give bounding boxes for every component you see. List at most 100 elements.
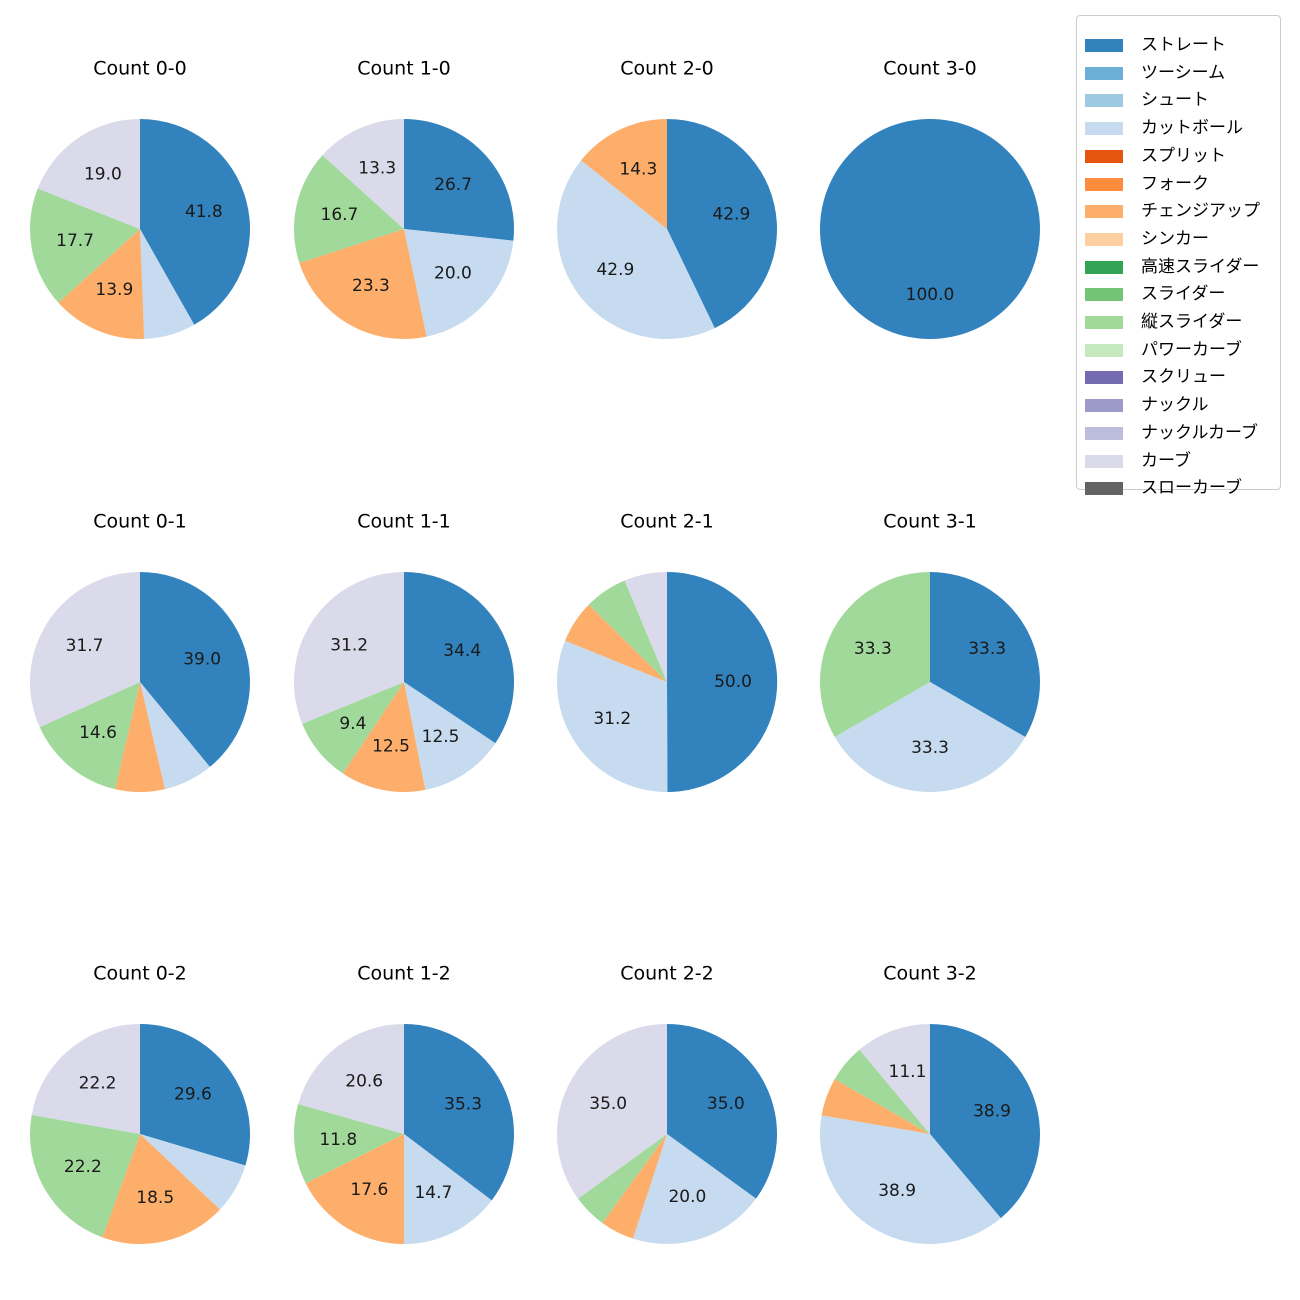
slice-data-label: 20.0 xyxy=(668,1187,706,1207)
slice-data-label: 35.0 xyxy=(707,1094,745,1114)
legend-label: スライダー xyxy=(1141,284,1226,305)
pie-slice xyxy=(293,571,404,724)
pie-slice xyxy=(930,1024,1040,1219)
pie-slice xyxy=(29,572,140,728)
slice-data-label: 31.7 xyxy=(66,636,104,656)
pie-title: Count 2-0 xyxy=(620,58,714,80)
slice-data-label: 13.9 xyxy=(95,280,133,300)
slice-data-label: 14.7 xyxy=(414,1183,452,1203)
pie-chart: Count 1-0 26.7 20.0 23.3 16.7 13.3 xyxy=(293,58,514,339)
pie-slice xyxy=(140,229,195,339)
slice-data-label: 12.5 xyxy=(422,727,460,747)
pie-slice xyxy=(298,1024,404,1134)
legend-label: スプリット xyxy=(1141,145,1226,166)
slice-data-label: 31.2 xyxy=(593,709,631,729)
slice-data-label: 100.0 xyxy=(906,285,955,305)
legend-item: スローカーブ xyxy=(1077,474,1280,502)
pie-title: Count 1-2 xyxy=(357,963,451,985)
pie-slice xyxy=(667,1024,778,1199)
legend-item: ナックル xyxy=(1077,391,1280,419)
pie-slice xyxy=(578,1134,667,1223)
legend-item: ツーシーム xyxy=(1077,59,1280,87)
legend-swatch xyxy=(1085,482,1123,496)
legend-label: パワーカーブ xyxy=(1141,339,1242,360)
pie-chart: Count 0-2 29.6 18.5 22.2 22.2 xyxy=(29,963,251,1245)
pie-slice xyxy=(404,572,515,744)
pie-slice xyxy=(602,1134,667,1239)
pie-slice xyxy=(140,682,210,790)
legend-swatch xyxy=(1085,288,1123,302)
slice-data-label: 42.9 xyxy=(596,260,634,280)
legend-swatch xyxy=(1085,94,1123,108)
legend-swatch xyxy=(1085,260,1123,274)
legend-swatch xyxy=(1085,371,1123,385)
legend-swatch xyxy=(1085,343,1123,357)
legend-item: ストレート xyxy=(1077,31,1280,59)
slice-data-label: 33.3 xyxy=(854,639,892,659)
pie-slice xyxy=(556,640,668,793)
pie-slice xyxy=(404,1024,515,1201)
slice-data-label: 14.6 xyxy=(79,723,117,743)
pie-slice xyxy=(140,1134,246,1210)
legend-item: カットボール xyxy=(1077,114,1280,142)
pie-slice xyxy=(834,1049,930,1134)
slice-data-label: 31.2 xyxy=(330,635,368,655)
pie-slice xyxy=(29,188,140,303)
legend-item: 高速スライダー xyxy=(1077,253,1280,281)
pie-slice xyxy=(667,119,778,329)
slice-data-label: 19.0 xyxy=(84,164,122,184)
legend-item: スプリット xyxy=(1077,142,1280,170)
pie-slice xyxy=(305,1134,404,1244)
pie-slice xyxy=(667,571,778,792)
legend-label: スローカーブ xyxy=(1141,478,1242,499)
slice-data-label: 13.3 xyxy=(358,159,396,179)
legend-item: パワーカーブ xyxy=(1077,336,1280,364)
legend-swatch xyxy=(1085,39,1123,52)
legend-item: シュート xyxy=(1077,86,1280,114)
slice-data-label: 17.7 xyxy=(56,231,94,251)
pie-slice xyxy=(820,119,1040,339)
legend-swatch xyxy=(1085,149,1123,163)
pie-slice xyxy=(31,1024,141,1134)
pie-slice xyxy=(581,119,667,229)
pie-chart: Count 0-1 39.0 14.6 31.7 xyxy=(29,511,251,792)
legend-label: フォーク xyxy=(1141,173,1209,194)
legend-label: チェンジアップ xyxy=(1141,201,1260,222)
legend-swatch xyxy=(1085,205,1123,219)
pie-slice xyxy=(820,1115,1001,1244)
pie-slice xyxy=(821,1079,930,1134)
pie-slice xyxy=(859,1024,930,1134)
legend-item: スクリュー xyxy=(1077,363,1280,391)
pie-slice xyxy=(37,119,140,229)
slice-data-label: 39.0 xyxy=(183,650,221,670)
slice-data-label: 11.1 xyxy=(889,1062,927,1082)
pie-slice xyxy=(404,682,496,790)
slice-data-label: 50.0 xyxy=(714,672,752,692)
slice-data-label: 38.9 xyxy=(878,1181,916,1201)
pie-title: Count 3-2 xyxy=(883,963,977,985)
pie-slice xyxy=(342,682,426,793)
pie-chart: Count 2-1 50.0 31.2 xyxy=(556,511,778,793)
pie-slice xyxy=(294,1103,404,1184)
legend-label: ツーシーム xyxy=(1141,62,1226,83)
legend-label: カットボール xyxy=(1141,118,1243,139)
legend-swatch xyxy=(1085,177,1123,191)
pie-slice xyxy=(58,229,145,339)
pie-slice xyxy=(39,682,140,790)
pie-title: Count 1-1 xyxy=(357,511,451,533)
slice-data-label: 22.2 xyxy=(64,1157,102,1177)
pie-slice xyxy=(556,1023,667,1199)
pie-slice xyxy=(299,229,427,339)
legend-item: スライダー xyxy=(1077,280,1280,308)
slice-data-label: 23.3 xyxy=(352,276,390,296)
legend-label: ストレート xyxy=(1141,35,1226,55)
pie-slice xyxy=(102,1134,221,1245)
slice-data-label: 41.8 xyxy=(185,202,223,222)
legend-label: 縦スライダー xyxy=(1141,312,1243,332)
pie-slice xyxy=(820,572,930,737)
slice-data-label: 18.5 xyxy=(136,1188,174,1208)
pie-title: Count 2-1 xyxy=(620,511,714,533)
pie-slice xyxy=(293,155,404,263)
legend-item: ナックルカーブ xyxy=(1077,419,1280,447)
